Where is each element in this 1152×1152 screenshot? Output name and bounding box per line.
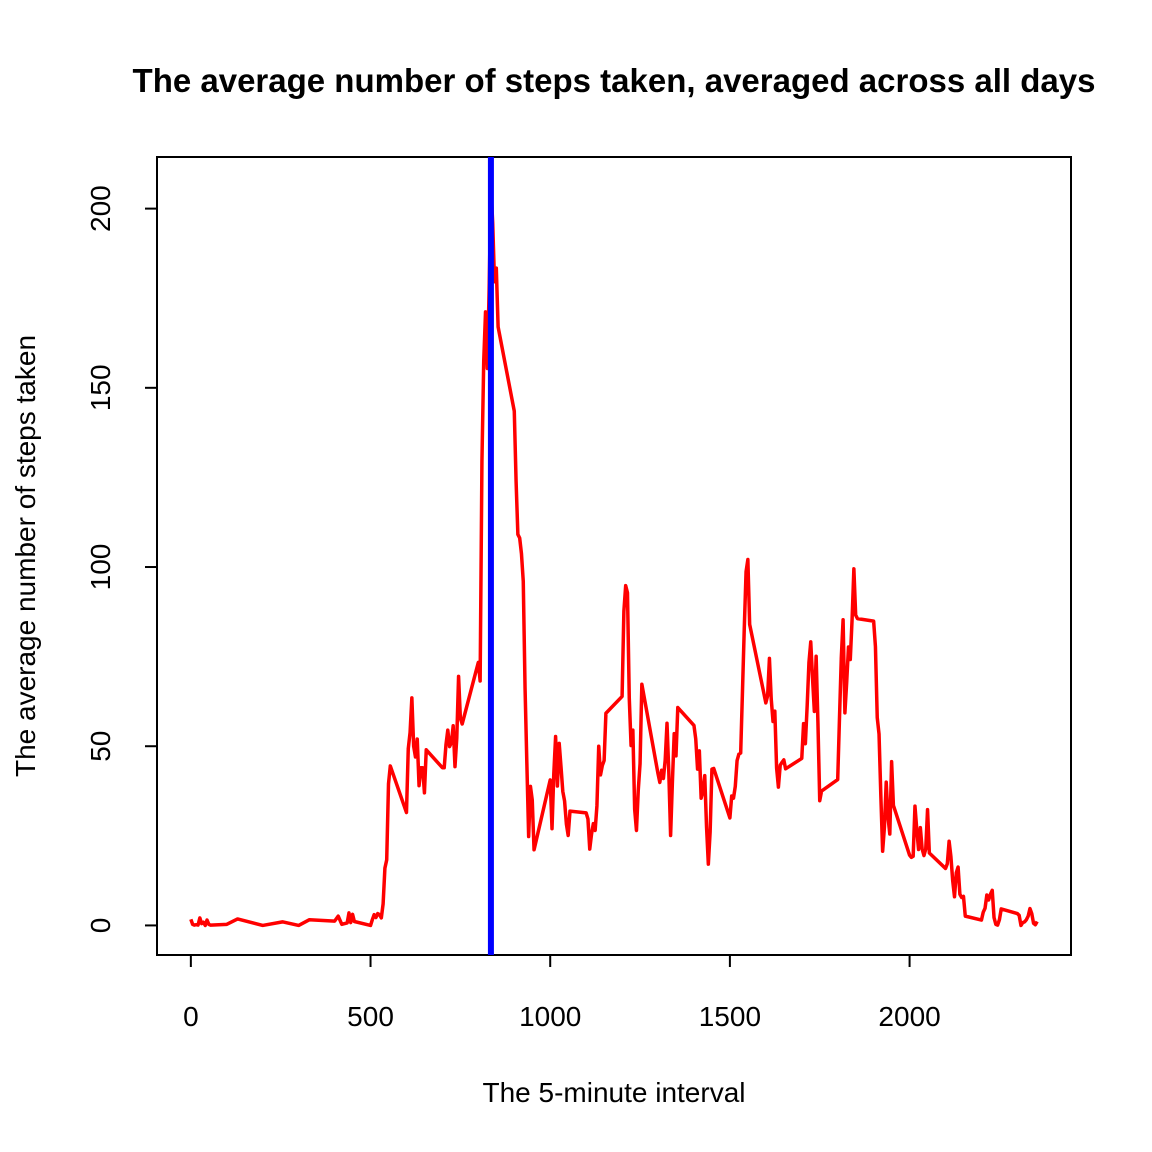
x-tick-label: 1000 [519, 1001, 581, 1032]
y-tick-label: 0 [85, 918, 116, 934]
x-tick-label: 2000 [878, 1001, 940, 1032]
x-axis-label: The 5-minute interval [482, 1077, 745, 1108]
x-tick-label: 0 [183, 1001, 199, 1032]
y-tick-label: 50 [85, 731, 116, 762]
chart-title: The average number of steps taken, avera… [133, 62, 1096, 99]
y-tick-label: 100 [85, 544, 116, 591]
y-tick-label: 150 [85, 364, 116, 411]
y-axis-label: The average number of steps taken [10, 335, 41, 777]
data-line [189, 184, 1039, 928]
x-tick-label: 500 [347, 1001, 394, 1032]
x-tick-label: 1500 [699, 1001, 761, 1032]
y-tick-label: 200 [85, 185, 116, 232]
